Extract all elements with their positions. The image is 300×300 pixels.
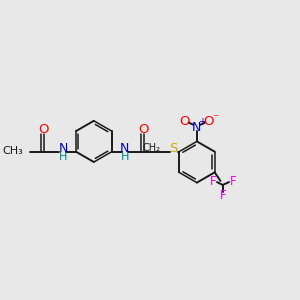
Text: F: F — [210, 175, 217, 188]
Text: F: F — [230, 175, 236, 188]
Text: ⁻: ⁻ — [212, 112, 219, 126]
Text: O: O — [204, 116, 214, 128]
Text: H: H — [59, 152, 67, 162]
Text: O: O — [139, 123, 149, 136]
Text: CH₂: CH₂ — [142, 143, 160, 153]
Text: CH₃: CH₃ — [3, 146, 24, 156]
Text: N: N — [58, 142, 68, 155]
Text: F: F — [219, 189, 226, 202]
Text: O: O — [180, 116, 190, 128]
Text: N: N — [192, 121, 202, 134]
Text: N: N — [120, 142, 129, 155]
Text: +: + — [198, 117, 206, 127]
Text: S: S — [169, 142, 178, 155]
Text: H: H — [120, 152, 129, 162]
Text: O: O — [39, 123, 49, 136]
